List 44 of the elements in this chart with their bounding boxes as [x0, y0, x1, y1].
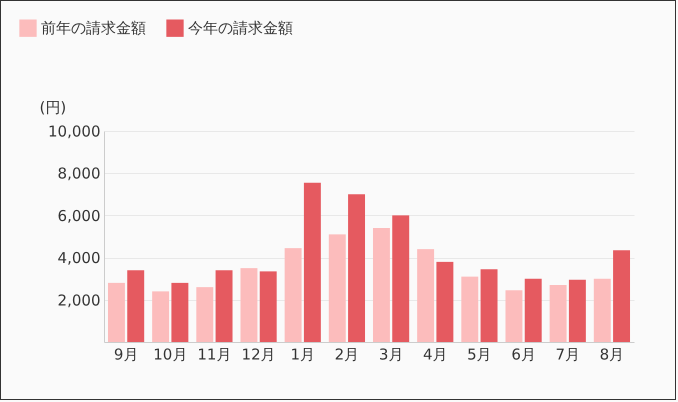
x-tick-label: 5月: [467, 346, 492, 364]
bar: [196, 287, 214, 342]
bar: [436, 262, 454, 342]
x-tick-label: 6月: [511, 346, 536, 364]
bar: [461, 276, 478, 342]
x-tick-label: 7月: [555, 346, 580, 364]
bar: [284, 248, 302, 342]
x-tick-label: 11月: [197, 346, 232, 364]
bar: [108, 282, 125, 342]
bar: [171, 282, 188, 342]
bar: [505, 290, 522, 342]
bar: [260, 271, 277, 342]
legend-label: 前年の請求金額: [41, 19, 146, 38]
bar: [594, 278, 611, 342]
x-tick-label: 9月: [114, 346, 138, 364]
y-tick-label: 4,000: [58, 249, 100, 268]
bar: [568, 280, 586, 342]
x-tick-label: 12月: [242, 346, 276, 364]
bar: [480, 269, 498, 342]
bar: [550, 285, 567, 342]
bar: [392, 215, 410, 342]
bar: [127, 270, 144, 342]
x-tick-label: 2月: [334, 346, 360, 364]
y-tick-label: 8,000: [58, 164, 100, 183]
bar: [304, 182, 321, 342]
bar: [152, 291, 170, 342]
x-tick-label: 3月: [378, 346, 404, 364]
x-tick-label: 8月: [600, 346, 624, 364]
bar: [348, 194, 366, 342]
bar: [372, 228, 390, 342]
y-tick-label: 6,000: [58, 206, 100, 225]
x-tick-label: 1月: [290, 346, 316, 364]
x-tick-label: 4月: [422, 346, 448, 364]
bar: [613, 250, 630, 342]
bar: [216, 270, 233, 342]
x-tick-label: 10月: [153, 346, 188, 364]
y-tick-label: 10,000: [48, 122, 100, 140]
bar: [328, 234, 346, 342]
y-tick-label: 2,000: [58, 291, 100, 310]
bar: [240, 268, 258, 342]
bar: [417, 249, 434, 342]
y-axis-title: (円): [40, 98, 66, 116]
bar: [524, 278, 542, 342]
legend-label: 今年の請求金額: [188, 19, 293, 38]
